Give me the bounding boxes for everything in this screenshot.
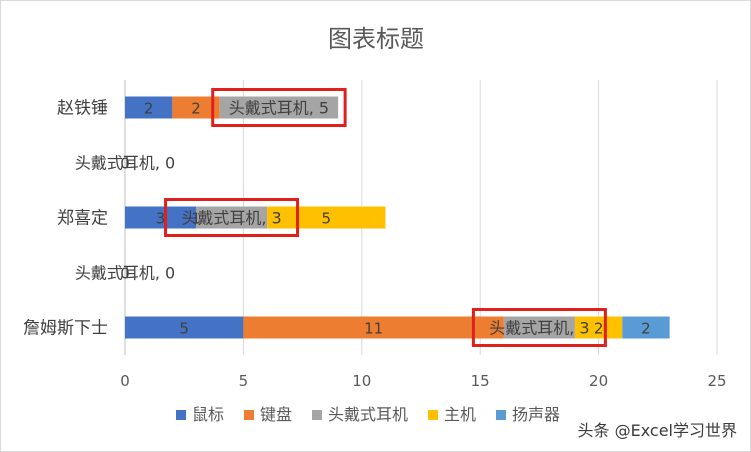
highlight-box (211, 88, 347, 127)
data-label: 头戴式耳机, 3 (181, 209, 281, 228)
data-label: 11 (364, 320, 383, 338)
legend-swatch (244, 410, 254, 420)
data-label: 2 (144, 100, 154, 118)
data-label: 2 (191, 100, 201, 118)
bar-segment (574, 316, 623, 339)
data-label: 1 (191, 210, 201, 228)
legend-label: 头戴式耳机 (328, 405, 408, 424)
legend-label: 鼠标 (192, 405, 224, 424)
legend-label: 扬声器 (512, 405, 560, 424)
x-tick-label: 10 (352, 372, 371, 390)
legend-swatch (496, 410, 506, 420)
data-label: 5 (322, 210, 332, 228)
bar-segment (196, 206, 268, 229)
data-label: 头戴式耳机, 0 (75, 154, 175, 173)
category-label: 郑喜定 (57, 209, 108, 229)
data-label: 头戴式耳机, 0 (75, 264, 175, 283)
highlight-box (164, 198, 300, 237)
bar-segment (172, 96, 220, 119)
data-label: 0 (120, 155, 130, 173)
legend-label: 键盘 (260, 405, 292, 424)
bar-segment (125, 206, 197, 229)
legend-label: 主机 (444, 405, 476, 424)
legend: 鼠标 键盘 头戴式耳机 主机 扬声器 (176, 405, 560, 424)
watermark: 头条 @Excel学习世界 (578, 421, 737, 440)
bar-segment (219, 96, 339, 119)
legend-swatch (312, 410, 322, 420)
data-label: 3 (156, 210, 166, 228)
x-tick-label: 20 (589, 372, 608, 390)
category-label: 赵铁锤 (57, 99, 108, 119)
bars (125, 96, 670, 339)
data-label: 头戴式耳机, 3 (489, 319, 589, 338)
data-label: 5 (179, 320, 189, 338)
category-label: 詹姆斯下士 (23, 319, 108, 339)
data-label: 0 (120, 265, 130, 283)
value-axis: 0 5 10 15 20 25 (120, 372, 726, 390)
highlight-box (471, 308, 607, 347)
data-label: 头戴式耳机, 5 (229, 99, 329, 118)
x-tick-label: 25 (707, 372, 726, 390)
data-label: 2 (594, 320, 604, 338)
x-tick-label: 5 (239, 372, 249, 390)
chart-title: 图表标题 (328, 25, 424, 53)
x-tick-label: 15 (471, 372, 490, 390)
bar-segment (503, 316, 575, 339)
bar-segment (125, 96, 173, 119)
bar-segment (243, 316, 504, 339)
legend-swatch (176, 410, 186, 420)
bar-segment (622, 316, 670, 339)
x-tick-label: 0 (120, 372, 130, 390)
bar-segment (125, 316, 244, 339)
legend-swatch (428, 410, 438, 420)
data-label: 2 (641, 320, 651, 338)
